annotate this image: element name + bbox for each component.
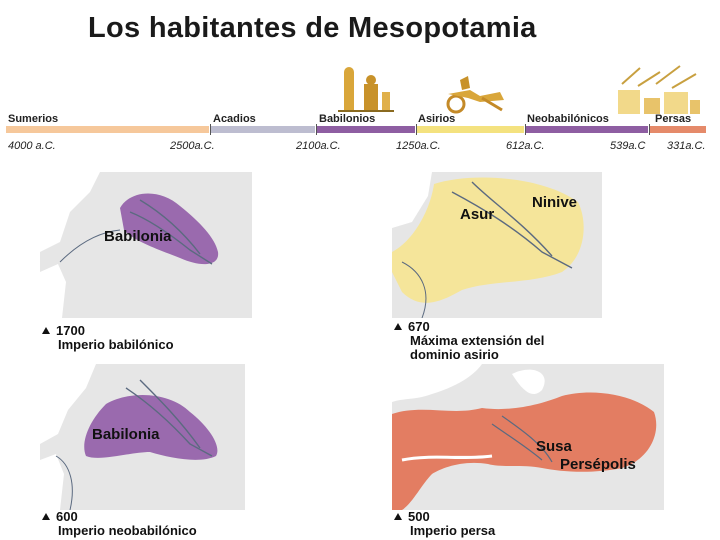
map-image	[392, 172, 602, 318]
period-date: 612a.C.	[506, 140, 545, 152]
timeline-divider	[649, 124, 650, 135]
caption-line: Imperio neobabilónico	[58, 523, 197, 538]
city-label-susa: Susa	[536, 438, 572, 455]
timeline-divider	[416, 124, 417, 135]
city-label-babilonia: Babilonia	[104, 228, 172, 245]
timeline-divider	[210, 124, 211, 135]
sumerian-figures-icon	[338, 67, 394, 112]
year-label: 500	[408, 509, 430, 524]
timeline-divider	[525, 124, 526, 135]
caption-line: Imperio persa	[410, 523, 496, 538]
timeline-divider	[316, 124, 317, 135]
page-title: Los habitantes de Mesopotamia	[88, 12, 537, 44]
period-date: 2500a.C.	[170, 140, 215, 152]
period-label: Acadios	[213, 113, 256, 125]
year-label: 1700	[56, 323, 85, 338]
period-date: 4000 a.C.	[8, 140, 56, 152]
map-caption: 1700 Imperio babilónico	[42, 324, 174, 352]
map-dominio-asirio: Asur Ninive	[392, 172, 602, 318]
city-label-persepolis: Persépolis	[560, 456, 636, 473]
city-label-asur: Asur	[460, 206, 495, 223]
marker-icon	[394, 513, 402, 520]
map-image	[392, 364, 664, 510]
caption-line: Máxima extensión del	[410, 333, 545, 348]
map-imperio-neobabilonico: Babilonia	[40, 364, 245, 510]
map-caption: 500 Imperio persa	[394, 510, 495, 538]
period-label: Babilonios	[319, 113, 376, 125]
period-label: Persas	[655, 113, 692, 125]
year-label: 600	[56, 509, 78, 524]
persian-palace-icon	[618, 65, 700, 114]
map-imperio-babilonico: Babilonia	[40, 172, 252, 318]
period-date: 2100a.C.	[296, 140, 341, 152]
city-label-babilonia: Babilonia	[92, 426, 160, 443]
map-caption: 670 Máxima extensión del dominio asirio	[394, 320, 544, 362]
marker-icon	[394, 323, 402, 330]
map-imperio-persa: Susa Persépolis	[392, 364, 664, 510]
map-image	[40, 364, 245, 510]
period-bar-asirios	[417, 126, 524, 133]
period-bar-babilonios	[317, 126, 415, 133]
map-caption: 600 Imperio neobabilónico	[42, 510, 197, 538]
city-label-ninive: Ninive	[532, 194, 578, 211]
period-date: 1250a.C.	[396, 140, 441, 152]
period-label: Asirios	[418, 113, 456, 125]
period-date: 539a.C	[610, 140, 646, 152]
year-label: 670	[408, 319, 430, 334]
map-image	[40, 172, 252, 318]
period-bar-acadios	[211, 126, 315, 133]
caption-line: Imperio babilónico	[58, 337, 174, 352]
period-label: Sumerios	[8, 113, 59, 125]
period-bar-neobabilonicos	[526, 126, 648, 133]
period-date: 331a.C.	[667, 140, 706, 152]
chariot-icon	[446, 76, 504, 114]
period-label: Neobabilónicos	[527, 113, 609, 125]
period-bar-sumerios	[6, 126, 209, 133]
period-bar-persas	[650, 126, 706, 133]
marker-icon	[42, 513, 50, 520]
marker-icon	[42, 327, 50, 334]
caption-line: dominio asirio	[410, 347, 499, 362]
